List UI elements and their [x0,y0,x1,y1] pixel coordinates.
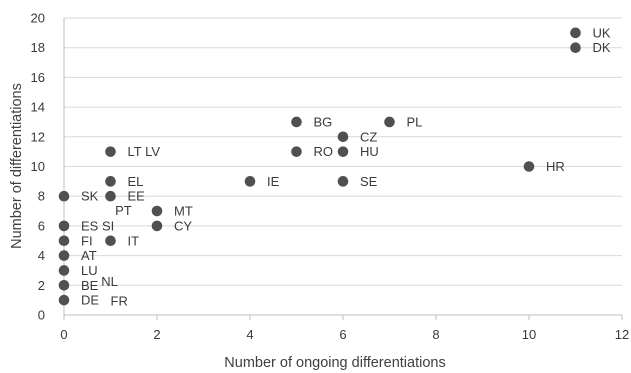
annotation-label-pt: PT [115,203,132,218]
y-tick-label-14: 14 [31,100,45,115]
y-tick-label-16: 16 [31,70,45,85]
point-label-mt: MT [174,204,193,219]
data-point-uk [570,27,581,39]
point-label-hu: HU [360,144,379,159]
data-point-se [337,176,349,187]
point-label-bg: BG [314,114,333,129]
data-point-hu [337,146,349,157]
point-label-de: DE [81,293,99,308]
y-tick-label-0: 0 [38,308,45,323]
point-label-el: EL [128,174,144,189]
x-tick-label-10: 10 [522,327,536,342]
data-point-de [58,294,70,306]
data-point-ie [244,176,256,187]
point-label-cz: CZ [360,129,377,144]
data-point-cz [337,131,349,143]
point-label-lt-lv: LT LV [128,144,161,159]
y-tick-label-4: 4 [38,248,45,263]
data-point-it [105,235,116,247]
tick-labels: 0 2 4 6 8 10 12 14 16 18 20 0 2 4 6 8 10 12 [31,11,630,343]
point-label-lu: LU [81,263,98,278]
y-tick-label-20: 20 [31,11,45,26]
point-label-cy: CY [174,218,192,233]
point-label-at: AT [81,248,97,263]
data-point-es-si [58,220,70,232]
point-label-it: IT [128,233,140,248]
point-label-dk: DK [593,40,611,55]
point-label-uk: UK [593,25,611,40]
x-tick-label-12: 12 [615,327,629,342]
y-tick-label-12: 12 [31,129,45,144]
data-point-mt [151,205,163,217]
axes [63,18,623,320]
x-tick-label-2: 2 [153,327,160,342]
point-label-se: SE [360,174,378,189]
point-label-ee: EE [128,189,146,204]
point-label-ie: IE [267,174,280,189]
point-label-ro: RO [314,144,334,159]
annotation-label-fr: FR [111,293,128,308]
point-label-fi: FI [81,233,93,248]
x-axis-label: Number of ongoing differentiations [224,355,445,371]
x-tick-label-0: 0 [60,327,67,342]
x-tick-label-4: 4 [246,327,253,342]
data-point-bg [291,116,302,128]
data-point-fi [58,235,70,247]
data-point-cy [151,220,163,232]
data-point-lt-lv [105,146,116,157]
data-point-hr [523,161,535,172]
y-tick-label-18: 18 [31,40,45,55]
data-point-sk [58,190,70,202]
data-point-at [58,250,70,261]
y-tick-label-6: 6 [38,218,45,233]
point-label-sk: SK [81,189,99,204]
data-point-dk [570,42,581,53]
y-tick-label-10: 10 [31,159,45,174]
y-tick-label-8: 8 [38,189,45,204]
data-point-ro [291,146,302,157]
data-point-pl [384,116,395,128]
data-point-el [105,176,116,187]
data-point-lu [58,265,70,276]
x-tick-label-8: 8 [432,327,439,342]
x-tick-label-6: 6 [339,327,346,342]
data-point-be [58,280,70,291]
point-label-pl: PL [407,114,423,129]
point-label-hr: HR [546,159,565,174]
annotation-label-nl: NL [101,274,118,289]
data-point-ee [105,190,116,202]
y-tick-label-2: 2 [38,278,45,293]
point-label-be: BE [81,278,99,293]
point-label-es-si: ES SI [81,218,114,233]
data-points [58,27,581,306]
y-axis-label: Number of differentiations [9,83,25,249]
